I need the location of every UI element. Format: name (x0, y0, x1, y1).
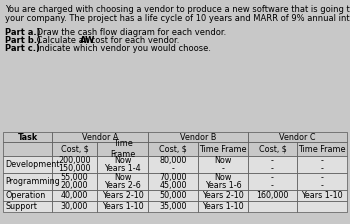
Text: Vendor B: Vendor B (180, 133, 216, 142)
Text: Support: Support (5, 202, 37, 211)
Bar (297, 190, 347, 201)
Bar (148, 173, 198, 190)
Text: -: - (321, 173, 323, 182)
Text: -: - (172, 164, 174, 173)
Text: Time Frame: Time Frame (298, 144, 346, 153)
Bar (248, 173, 297, 190)
Text: Years 1-4: Years 1-4 (104, 164, 141, 173)
Bar (52, 156, 97, 173)
Bar (3, 173, 52, 190)
Bar (198, 156, 248, 173)
Bar (52, 142, 97, 156)
Bar (148, 156, 198, 173)
Text: Operation: Operation (5, 191, 45, 200)
Text: Years 1-6: Years 1-6 (205, 181, 241, 190)
Text: Calculate an: Calculate an (34, 36, 92, 45)
Text: -: - (271, 181, 274, 190)
Bar (297, 201, 347, 212)
Bar (198, 142, 248, 156)
Text: Cost, $: Cost, $ (159, 144, 187, 153)
Bar (248, 201, 297, 212)
Text: -: - (321, 164, 323, 173)
Text: 20,000: 20,000 (61, 181, 88, 190)
Bar (52, 132, 148, 142)
Bar (248, 190, 297, 201)
Text: You are charged with choosing a vendor to produce a new software that is going t: You are charged with choosing a vendor t… (5, 5, 350, 14)
Text: -: - (271, 173, 274, 182)
Text: Development: Development (5, 160, 60, 169)
Text: Cost, $: Cost, $ (61, 144, 88, 153)
Bar (3, 142, 52, 156)
Text: Now: Now (214, 173, 232, 182)
Text: Years 2-6: Years 2-6 (104, 181, 141, 190)
Text: Time
Frame: Time Frame (110, 139, 135, 159)
Bar (97, 173, 148, 190)
Text: Part c.): Part c.) (5, 44, 40, 53)
Bar (198, 190, 248, 201)
Text: Now: Now (214, 156, 232, 165)
Text: -: - (271, 164, 274, 173)
Text: 70,000: 70,000 (159, 173, 187, 182)
Text: Indicate which vendor you would choose.: Indicate which vendor you would choose. (34, 44, 211, 53)
Bar (52, 201, 97, 212)
Text: 45,000: 45,000 (159, 181, 187, 190)
Text: Now: Now (114, 156, 131, 165)
Bar (3, 201, 52, 212)
Bar (97, 142, 148, 156)
Text: 40,000: 40,000 (61, 191, 88, 200)
Text: Time Frame: Time Frame (199, 144, 247, 153)
Text: AW: AW (80, 36, 96, 45)
Bar (148, 201, 198, 212)
Bar (97, 156, 148, 173)
Bar (97, 190, 148, 201)
Text: -: - (271, 156, 274, 165)
Bar (52, 190, 97, 201)
Text: Part a.): Part a.) (5, 28, 41, 37)
Bar (297, 142, 347, 156)
Text: Years 2-10: Years 2-10 (202, 191, 244, 200)
Text: Draw the cash flow diagram for each vendor.: Draw the cash flow diagram for each vend… (34, 28, 226, 37)
Bar (3, 132, 52, 142)
Text: 200,000: 200,000 (58, 156, 91, 165)
Bar (198, 173, 248, 190)
Bar (297, 173, 347, 190)
Bar (3, 190, 52, 201)
Bar (3, 156, 52, 173)
Text: Years 2-10: Years 2-10 (102, 191, 144, 200)
Text: Vendor C: Vendor C (279, 133, 316, 142)
Text: 30,000: 30,000 (61, 202, 88, 211)
Text: -: - (321, 181, 323, 190)
Text: -: - (321, 156, 323, 165)
Text: your company. The project has a life cycle of 10 years and MARR of 9% annual int: your company. The project has a life cyc… (5, 14, 350, 23)
Bar (297, 156, 347, 173)
Text: 50,000: 50,000 (159, 191, 187, 200)
Text: Now: Now (114, 173, 131, 182)
Bar (52, 173, 97, 190)
Bar (97, 201, 148, 212)
Text: Part b.): Part b.) (5, 36, 41, 45)
Bar (198, 201, 248, 212)
Text: Years 1-10: Years 1-10 (301, 191, 343, 200)
Text: Vendor A: Vendor A (82, 133, 118, 142)
Text: Cost, $: Cost, $ (259, 144, 286, 153)
Bar (248, 156, 297, 173)
Text: -: - (222, 164, 224, 173)
Text: Task: Task (18, 133, 38, 142)
Text: Years 1-10: Years 1-10 (102, 202, 143, 211)
Bar (248, 132, 347, 142)
Text: 55,000: 55,000 (61, 173, 88, 182)
Text: Years 1-10: Years 1-10 (202, 202, 244, 211)
Bar (148, 190, 198, 201)
Text: cost for each vendor.: cost for each vendor. (88, 36, 179, 45)
Text: 160,000: 160,000 (256, 191, 289, 200)
Text: 35,000: 35,000 (159, 202, 187, 211)
Text: 80,000: 80,000 (159, 156, 187, 165)
Text: 150,000: 150,000 (58, 164, 91, 173)
Bar (148, 132, 248, 142)
Bar (248, 142, 297, 156)
Text: Programming: Programming (5, 177, 60, 186)
Bar (148, 142, 198, 156)
